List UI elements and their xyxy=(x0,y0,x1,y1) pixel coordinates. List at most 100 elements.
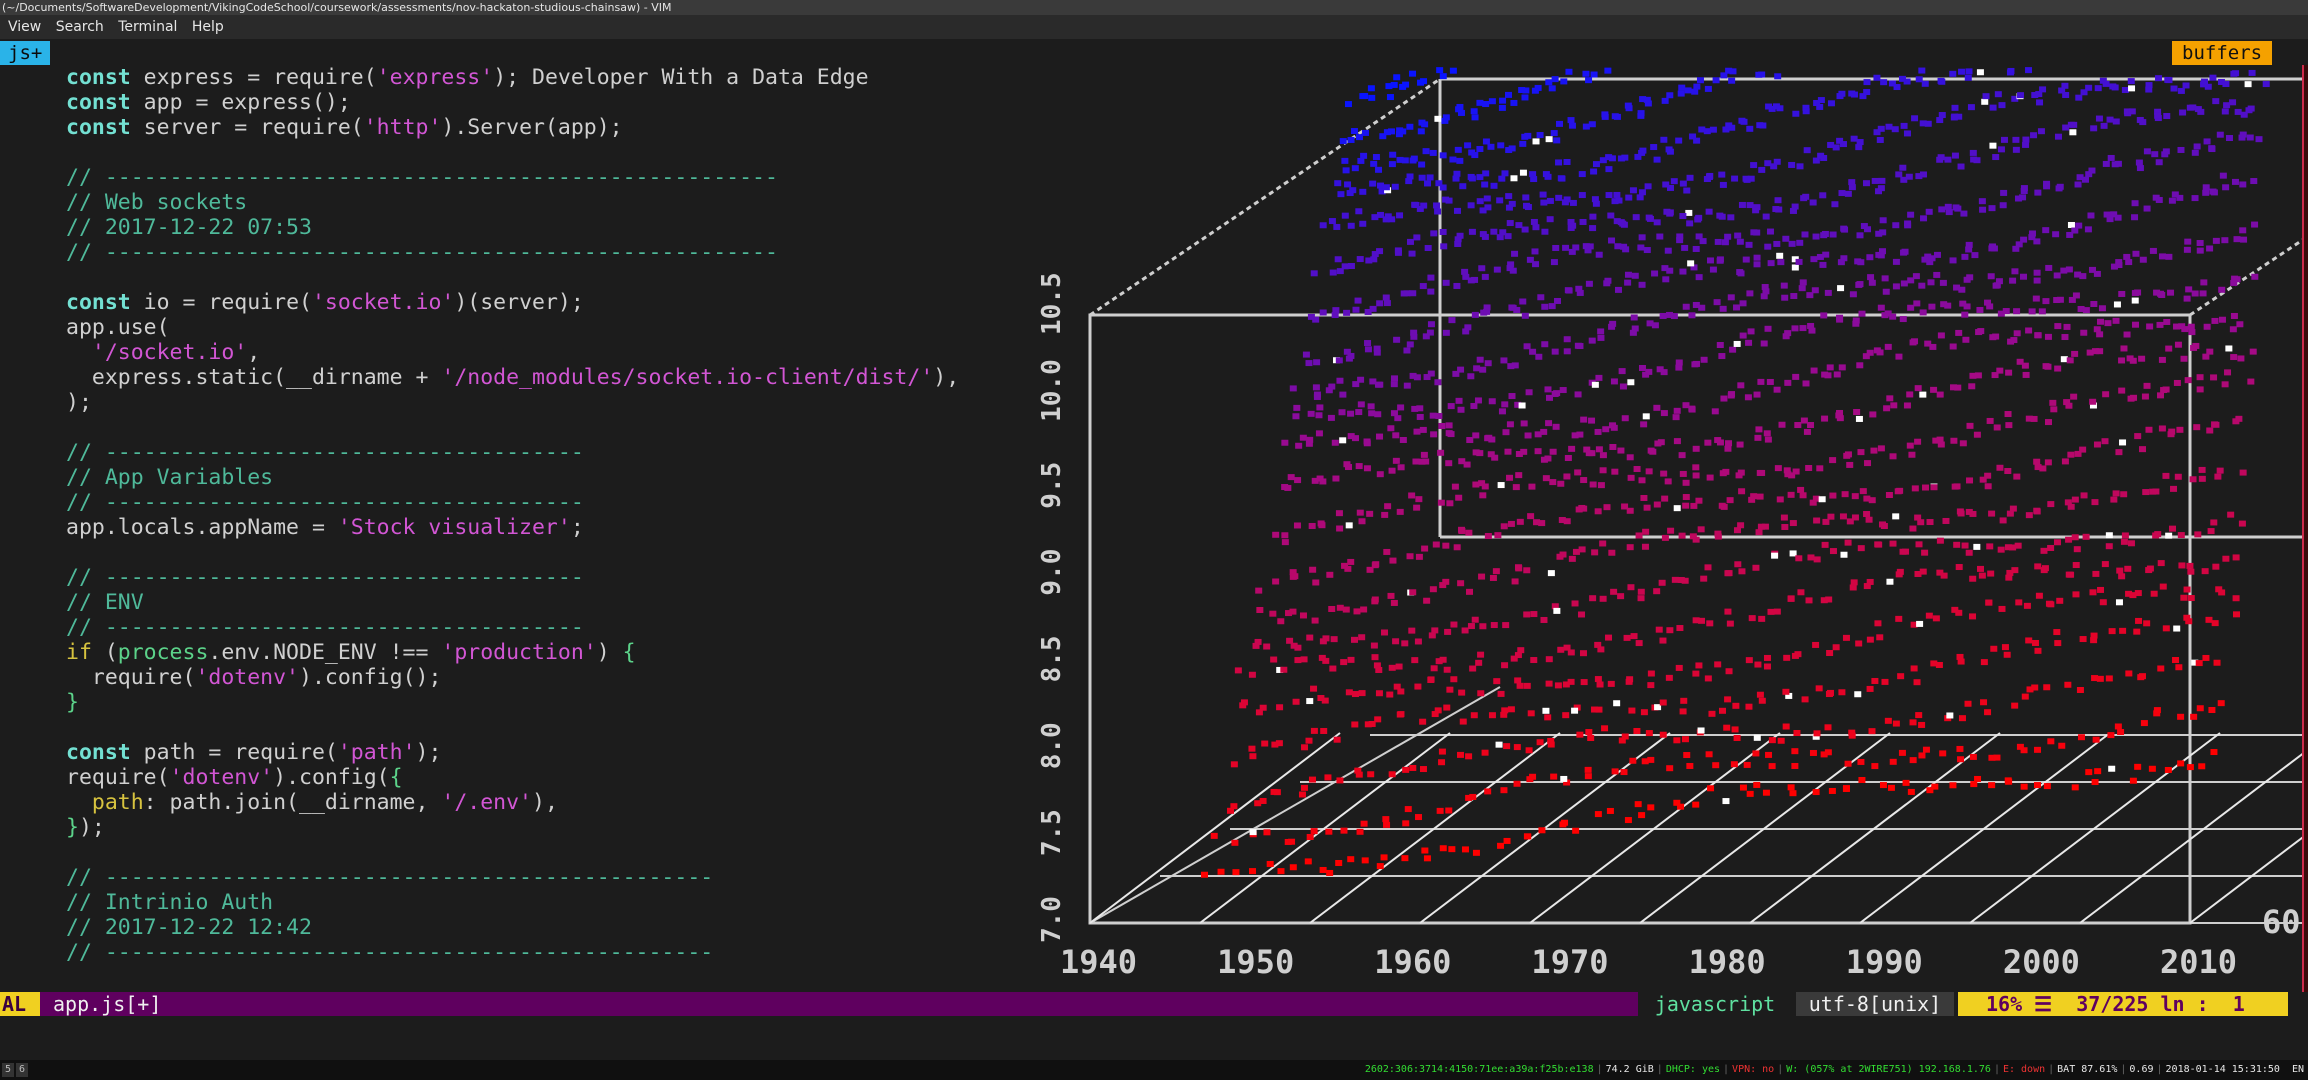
code-line[interactable]: } xyxy=(66,690,79,715)
code-line[interactable]: require('dotenv').config(); xyxy=(66,665,442,690)
data-point xyxy=(1997,546,2005,553)
code-line[interactable]: // 2017-12-22 12:42 xyxy=(66,915,312,940)
data-point xyxy=(2123,253,2131,260)
code-line[interactable]: app.use( xyxy=(66,315,170,340)
data-point xyxy=(1364,721,1372,728)
data-point xyxy=(1725,570,1733,577)
data-point xyxy=(2094,768,2102,775)
workspace-button[interactable]: 6 xyxy=(16,1063,29,1077)
data-point xyxy=(1653,588,1661,595)
code-buffer[interactable]: const express = require('express'); Deve… xyxy=(66,65,1026,965)
data-point xyxy=(1514,564,1522,571)
code-line[interactable]: // -------------------------------------… xyxy=(66,165,778,190)
code-line[interactable]: // Web sockets xyxy=(66,190,248,215)
data-point xyxy=(1914,514,1922,521)
code-line[interactable]: // -------------------------------------… xyxy=(66,940,714,965)
code-line[interactable]: '/socket.io', xyxy=(91,340,261,365)
data-point xyxy=(1679,268,1687,275)
menu-search[interactable]: Search xyxy=(55,19,104,35)
code-line[interactable] xyxy=(66,415,1026,440)
data-point xyxy=(2135,159,2143,166)
data-point xyxy=(1435,413,1443,420)
data-point xyxy=(1777,737,1785,744)
data-point xyxy=(1809,499,1817,506)
data-point xyxy=(1656,233,1664,240)
data-point xyxy=(1397,404,1405,411)
code-line[interactable]: app.locals.appName = 'Stock visualizer'; xyxy=(66,515,584,540)
data-point xyxy=(2200,279,2208,286)
code-line[interactable]: // App Variables xyxy=(66,465,274,490)
menu-help[interactable]: Help xyxy=(191,19,224,35)
code-line[interactable]: // ------------------------------------- xyxy=(66,615,584,640)
code-line[interactable]: // -------------------------------------… xyxy=(66,865,714,890)
data-point xyxy=(2229,99,2237,106)
data-point xyxy=(1360,606,1368,613)
data-point xyxy=(2072,562,2080,569)
code-line[interactable]: const server = require('http').Server(ap… xyxy=(66,115,623,140)
code-line[interactable]: }); xyxy=(66,815,105,840)
code-line[interactable]: const path = require('path'); xyxy=(66,740,442,765)
data-point xyxy=(2076,174,2084,181)
code-line[interactable]: const express = require('express'); Deve… xyxy=(66,65,869,90)
data-point xyxy=(1896,487,1904,494)
editor-area[interactable]: 1940 1950 1960 1970 1980 1990 2000 2010 60 7.0 7.5… xyxy=(0,65,2308,992)
data-point xyxy=(1355,134,1363,141)
data-point xyxy=(1444,628,1452,635)
code-line[interactable] xyxy=(66,140,1026,165)
scrollbar[interactable] xyxy=(2302,65,2308,992)
code-line[interactable]: const io = require('socket.io')(server); xyxy=(66,290,584,315)
code-line[interactable]: // ------------------------------------- xyxy=(66,565,584,590)
code-line[interactable] xyxy=(66,540,1026,565)
code-line[interactable]: ); xyxy=(66,390,92,415)
data-point xyxy=(2098,305,2106,312)
code-line[interactable]: // -------------------------------------… xyxy=(66,240,778,265)
data-point xyxy=(1695,662,1703,669)
data-point xyxy=(1535,353,1543,360)
wifi-status: W: (057% at 2WIRE751) 192.168.1.76 xyxy=(1786,1064,1991,1075)
data-point xyxy=(1698,617,1706,624)
data-point xyxy=(1733,527,1741,534)
data-point xyxy=(1866,636,1874,643)
code-line[interactable] xyxy=(66,265,1026,290)
code-line[interactable]: // ------------------------------------- xyxy=(66,440,584,465)
code-line[interactable]: // Intrinio Auth xyxy=(66,890,274,915)
tab-active-buffer[interactable]: js+ xyxy=(0,41,51,65)
code-line[interactable]: express.static(__dirname + '/node_module… xyxy=(66,365,960,390)
data-point xyxy=(1336,268,1344,275)
code-line[interactable]: if (process.env.NODE_ENV !== 'production… xyxy=(66,640,636,665)
data-point xyxy=(1800,417,1808,424)
data-point xyxy=(1908,451,1916,458)
code-line[interactable]: // ENV xyxy=(66,590,144,615)
data-point xyxy=(1666,148,1674,155)
data-point xyxy=(2250,178,2258,185)
data-point xyxy=(1471,311,1479,318)
data-point xyxy=(2096,675,2104,682)
data-point xyxy=(2222,555,2230,562)
data-point xyxy=(1582,243,1590,250)
menu-view[interactable]: View xyxy=(8,19,42,35)
data-point xyxy=(1955,329,1963,336)
data-point xyxy=(1678,452,1686,459)
data-point xyxy=(1787,595,1795,602)
data-point xyxy=(1790,293,1798,300)
code-line[interactable]: require('dotenv').config({ xyxy=(66,765,403,790)
code-line[interactable] xyxy=(66,840,1026,865)
code-line[interactable]: const app = express(); xyxy=(66,90,351,115)
plot-floor-gridline xyxy=(1749,732,2001,924)
data-point xyxy=(1355,409,1363,416)
data-point xyxy=(1920,215,1928,222)
data-point xyxy=(1796,163,1804,170)
data-point xyxy=(2070,393,2078,400)
workspace-button[interactable]: 5 xyxy=(2,1063,15,1077)
code-line[interactable]: path: path.join(__dirname, '/.env'), xyxy=(91,790,558,815)
data-point xyxy=(1655,626,1663,633)
command-line[interactable] xyxy=(0,1016,2308,1060)
code-line[interactable]: // ------------------------------------- xyxy=(66,490,584,515)
data-point xyxy=(1940,301,1948,308)
menu-terminal[interactable]: Terminal xyxy=(118,19,178,35)
code-line[interactable]: // 2017-12-22 07:53 xyxy=(66,215,312,240)
data-point xyxy=(1824,749,1832,756)
code-line[interactable] xyxy=(66,715,1026,740)
data-point xyxy=(1768,737,1776,744)
data-point xyxy=(1887,784,1895,791)
